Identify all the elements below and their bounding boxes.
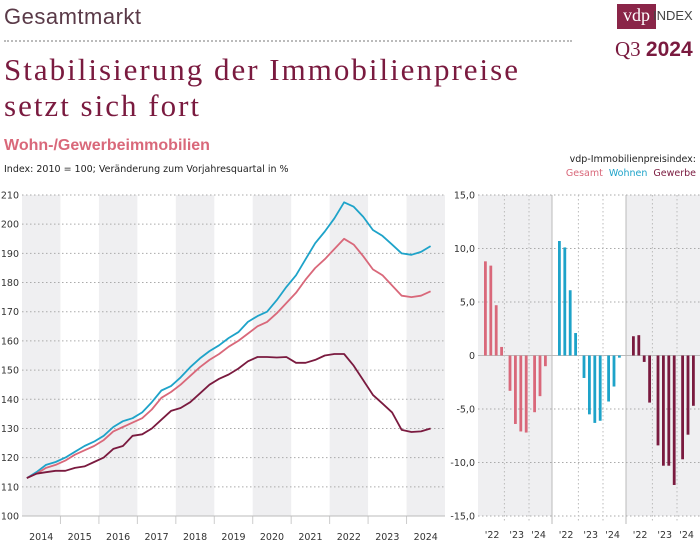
x-tick-label: '23 [509,530,524,541]
y-tick-label: 190 [1,249,19,260]
bar-gewerbe [672,355,676,485]
x-tick-label: 2022 [337,532,361,542]
bar-gewerbe [642,355,646,362]
bar-gesamt [494,305,498,356]
line-gewerbe [26,353,431,479]
y-tick-label: 0 [469,351,475,362]
x-tick-label: '22 [485,530,500,541]
x-tick-label: '23 [583,530,598,541]
y-tick-label: 10,0 [454,244,475,255]
x-tick-label: '22 [559,530,574,541]
x-tick-label: 2016 [106,532,130,542]
bar-gewerbe [686,355,690,435]
chart-note: Index: 2010 = 100; Veränderung zum Vorja… [4,164,289,175]
y-tick-label: 210 [1,191,19,202]
bar-gesamt [514,355,517,424]
y-tick-label: 5,0 [460,298,475,309]
line-gesamt [26,237,431,479]
year-band [98,195,138,516]
legend: vdp-Immobilienpreisindex: Gesamt Wohnen Ge… [560,153,696,181]
chart-subtitle: Wohn-/Gewerbeimmobilien [4,137,210,154]
bar-gesamt [508,355,512,391]
bar-gewerbe [681,355,684,460]
logo-suffix: INDEX [653,8,693,23]
x-tick-label: '24 [605,530,620,541]
bar-wohnen [582,355,586,378]
page-title: Stabilisierung der Immobilienpreise setz… [4,52,604,124]
y-tick-label: 15,0 [454,191,475,202]
legend-wohnen: Wohnen [608,168,648,179]
bar-gewerbe [692,355,695,406]
y-tick-label: 130 [1,424,19,435]
bar-gewerbe [632,336,635,356]
x-tick-label: 2014 [29,532,53,542]
bar-gesamt [538,355,542,397]
bar-wohnen [558,241,561,356]
year-band [175,195,215,516]
year: 2024 [645,38,693,61]
x-tick-label: 2015 [68,532,92,542]
vdp-logo: vdp [617,4,656,29]
bar-gesamt [489,265,493,356]
bar-gesamt [544,355,547,367]
bar-gesamt [484,261,487,356]
section-label: Gesamtmarkt [4,4,142,29]
year-band [406,195,445,516]
x-tick-label: 2020 [260,532,284,542]
bar-wohnen [618,355,621,358]
y-tick-label: 170 [1,307,19,318]
legend-gewerbe: Gewerbe [653,168,696,179]
bar-gewerbe [662,355,665,466]
bar-wohnen [598,355,602,421]
y-tick-label: -15,0 [450,512,475,523]
bar-gesamt [533,355,536,413]
x-tick-label: 2021 [298,532,322,542]
bar-wohnen [607,355,610,402]
y-tick-label: 150 [1,366,19,377]
year-band [252,195,292,516]
x-tick-label: 2017 [144,532,168,542]
x-tick-label: '23 [657,530,672,541]
title-line-1: Stabilisierung der Immobilienpreise [4,52,520,87]
x-tick-label: 2023 [375,532,399,542]
y-tick-label: 100 [1,512,19,523]
bar-wohnen [593,355,597,423]
y-tick-label: 200 [1,220,19,231]
legend-title: vdp-Immobilienpreisindex: [569,154,696,165]
x-tick-label: '24 [531,530,546,541]
bar-gesamt [500,346,503,356]
year-band [329,195,369,516]
y-tick-label: 120 [1,453,19,464]
x-tick-label: 2018 [183,532,207,542]
quarter-label: Q3 2024 [615,37,693,62]
bar-wohnen [588,355,591,415]
bar-wohnen [568,290,572,356]
x-tick-label: '24 [679,530,694,541]
title-line-2: setzt sich fort [4,88,202,123]
legend-gesamt: Gesamt [565,168,603,179]
y-tick-label: -5,0 [456,405,475,416]
y-tick-label: 160 [1,336,19,347]
bar-wohnen [563,247,567,356]
bar-gesamt [519,355,523,432]
x-tick-label: 2019 [221,532,245,542]
bar-wohnen [574,333,577,356]
bar-gesamt [524,355,528,433]
y-tick-label: -10,0 [450,458,475,469]
bar-gewerbe [637,335,641,356]
y-tick-label: 180 [1,278,19,289]
x-tick-label: 2024 [414,532,438,542]
bar-wohnen [612,355,616,387]
dotted-divider [4,40,572,42]
bar-gewerbe [667,355,671,466]
y-tick-label: 110 [1,482,19,493]
line-wohnen [26,201,432,479]
x-tick-label: '22 [633,530,648,541]
y-tick-label: 140 [1,395,19,406]
bar-gewerbe [656,355,660,446]
bar-gewerbe [648,355,651,403]
quarter: Q3 [615,37,641,61]
